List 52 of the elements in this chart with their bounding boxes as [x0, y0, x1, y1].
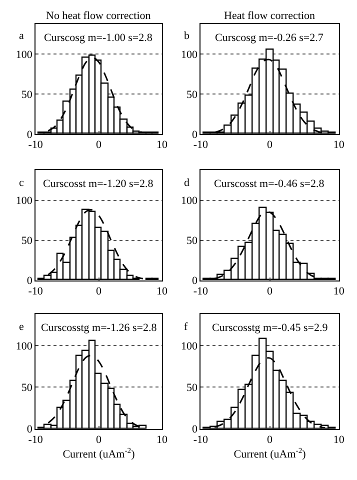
x-axis-title: Current (uAm$^{-2}$): [62, 446, 136, 461]
x-tick-label: -10: [193, 285, 209, 298]
y-tick-label: 100: [181, 195, 198, 208]
x-tick-label: -10: [28, 434, 44, 446]
x-tick-label: 10: [333, 434, 345, 446]
x-axis-title: Current (uAm$^{-2}$): [234, 446, 306, 461]
x-tick-label: 10: [156, 285, 168, 298]
text: b: [184, 30, 190, 42]
y-tick-label: 100: [16, 195, 33, 208]
y-tick-label: 0: [192, 128, 198, 141]
y-tick-label: 100: [181, 340, 198, 352]
text: c: [19, 177, 24, 189]
x-tick-label: 10: [156, 139, 168, 152]
x-tick-label: 10: [333, 139, 345, 152]
text: e: [19, 321, 24, 333]
x-tick-label: -10: [28, 139, 44, 152]
y-tick-label: 100: [16, 48, 33, 61]
x-tick-label: 0: [96, 434, 102, 446]
y-tick-label: 50: [21, 382, 33, 394]
y-tick-label: 100: [181, 48, 198, 61]
y-tick-label: 0: [192, 275, 198, 288]
annotation: Curscosst m=-1.20 s=2.8: [43, 178, 154, 190]
text: d: [184, 177, 190, 189]
y-tick-label: 50: [21, 235, 33, 248]
y-tick-label: 0: [26, 128, 33, 141]
chart-title: No heat flow correction: [46, 10, 152, 22]
x-tick-label: -10: [28, 285, 44, 298]
chart-title: Heat flow correction: [224, 10, 316, 22]
y-tick-label: 50: [21, 88, 33, 101]
annotation: Curscosst m=-0.46 s=2.8: [214, 178, 325, 190]
annotation: Curscosg m=-1.00 s=2.8: [44, 32, 153, 44]
x-tick-label: 10: [156, 434, 168, 446]
x-tick-label: -10: [193, 139, 209, 152]
x-tick-label: 10: [333, 285, 345, 298]
y-tick-label: 50: [186, 382, 198, 394]
x-tick-label: 0: [267, 285, 274, 298]
annotation: Curscosstg m=-0.45 s=2.9: [212, 322, 328, 334]
y-tick-label: 50: [186, 88, 198, 101]
x-tick-label: 0: [96, 139, 102, 152]
y-tick-label: 0: [26, 424, 33, 436]
y-tick-label: 50: [186, 235, 198, 248]
x-tick-label: 0: [267, 434, 274, 446]
y-tick-label: 0: [192, 424, 198, 436]
y-tick-label: 0: [26, 275, 33, 288]
annotation: Curscosstg m=-1.26 s=2.8: [41, 322, 158, 334]
x-tick-label: -10: [193, 434, 209, 446]
x-tick-label: 0: [267, 139, 274, 152]
y-tick-label: 100: [16, 340, 33, 352]
text: a: [19, 30, 24, 42]
text: f: [184, 321, 188, 333]
annotation: Curscosg m=-0.26 s=2.7: [215, 32, 324, 44]
x-tick-label: 0: [96, 285, 102, 298]
